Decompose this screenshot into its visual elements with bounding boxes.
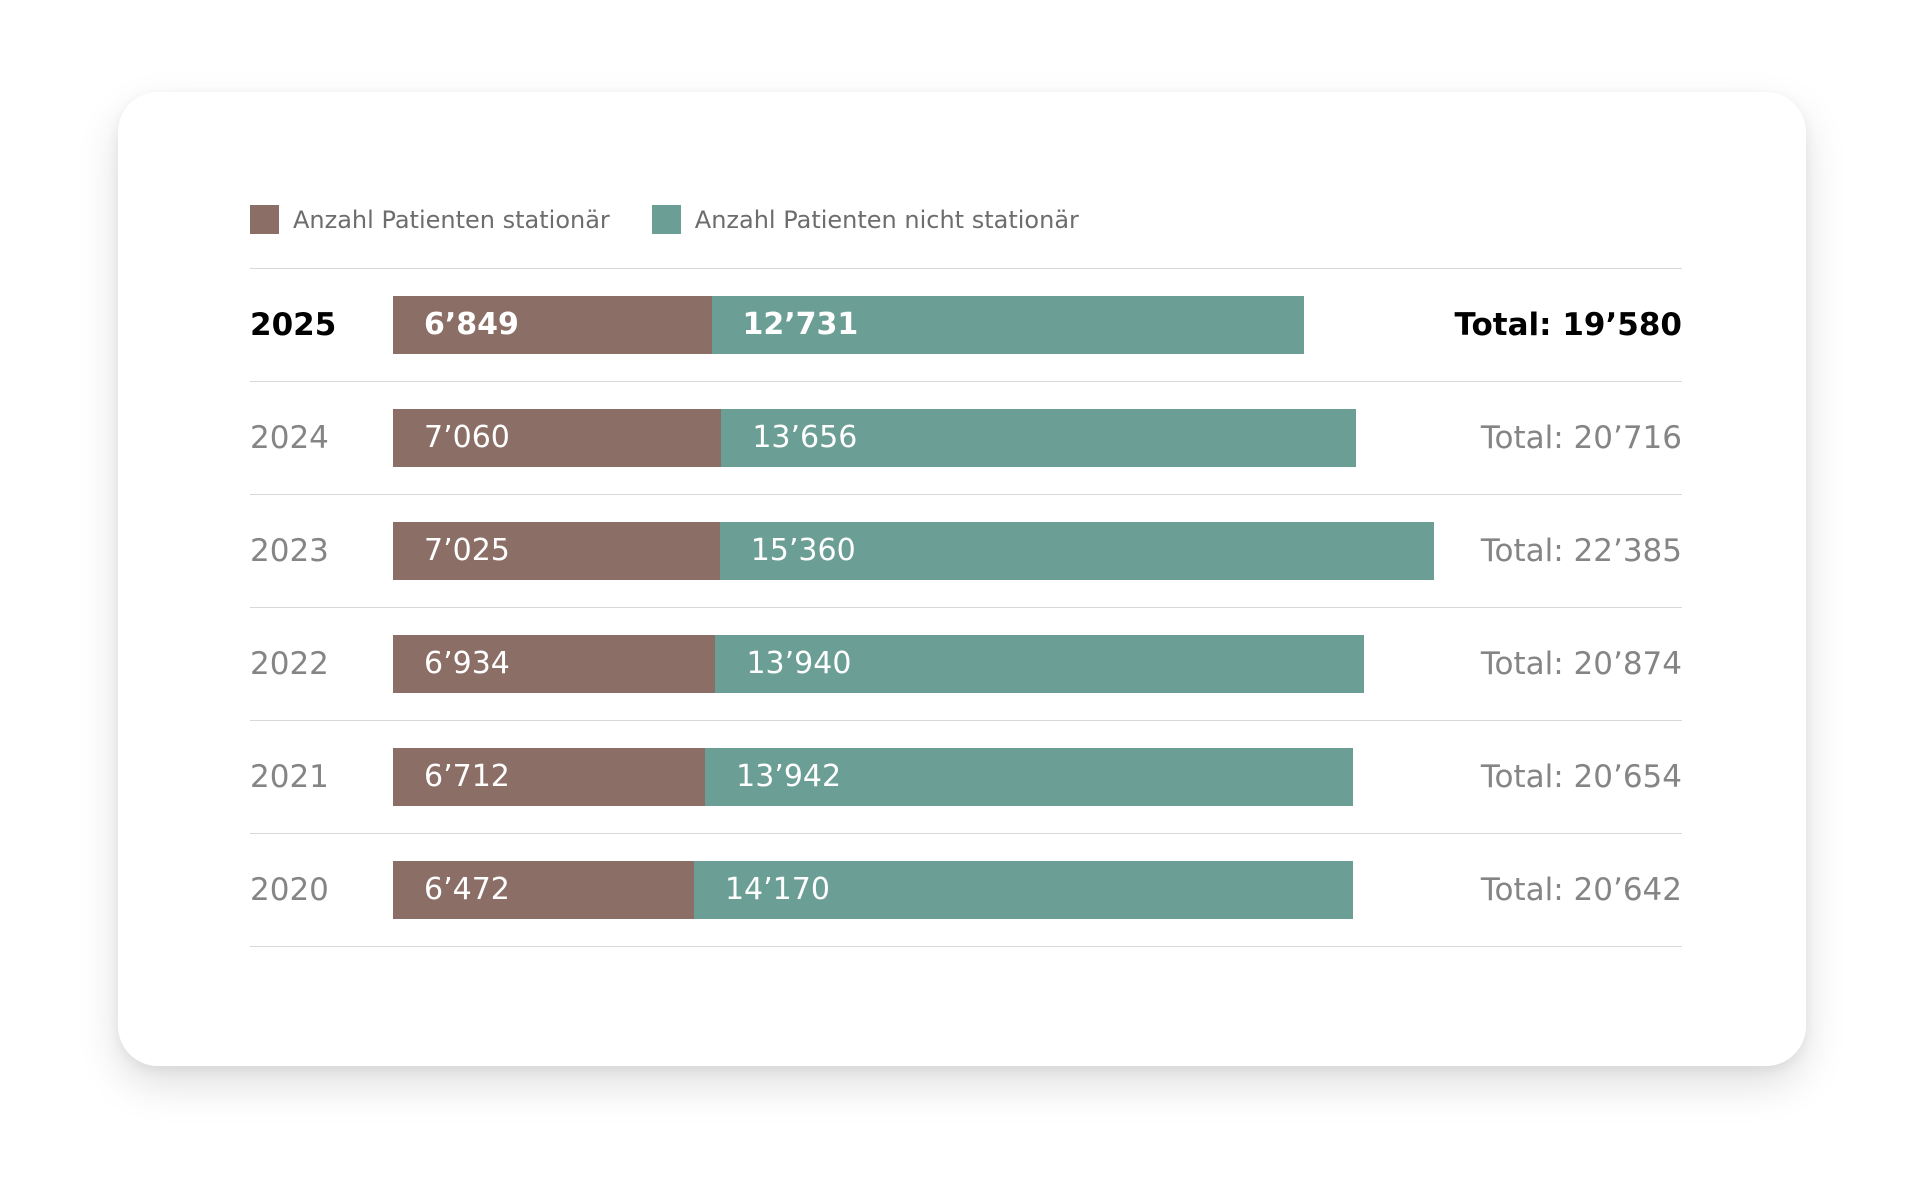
data-label-stationaer: 6’712 [424,759,510,794]
data-label-nicht-stationaer: 14’170 [724,872,830,907]
category-label: 2021 [250,759,329,795]
bar-segment-stationaer [393,861,694,919]
bar-row-2021: 2021 6’712 13’942 Total: 20’654 [250,720,1682,833]
bar-segment-nicht-stationaer [721,409,1357,467]
bar-segment-nicht-stationaer [719,522,1434,580]
legend-item-stationaer: Anzahl Patienten stationär [250,205,610,234]
legend-swatch-stationaer [250,205,279,234]
bar-segment-stationaer [393,748,706,806]
data-label-stationaer: 7’060 [424,420,510,455]
category-label: 2023 [250,533,329,569]
bar-segment-stationaer [393,522,720,580]
data-label-stationaer: 6’849 [424,307,519,342]
data-label-nicht-stationaer: 15’360 [750,533,856,568]
data-label-nicht-stationaer: 13’656 [752,420,858,455]
category-label: 2025 [250,307,337,343]
bar-row-2023: 2023 7’025 15’360 Total: 22’385 [250,494,1682,607]
data-label-nicht-stationaer: 13’942 [736,759,842,794]
legend-swatch-nicht-stationaer [651,205,681,234]
data-label-nicht-stationaer: 12’731 [742,307,859,342]
bar-segment-nicht-stationaer [715,635,1364,693]
data-label-stationaer: 6’934 [424,646,510,681]
data-label-nicht-stationaer: 13’940 [746,646,852,681]
legend-item-nicht-stationaer: Anzahl Patienten nicht stationär [651,205,1079,234]
bar-row-2022: 2022 6’934 13’940 Total: 20’874 [250,607,1682,720]
bar-segment-nicht-stationaer [705,748,1354,806]
total-label: Total: 22’385 [1480,533,1682,569]
bar-row-2020: 2020 6’472 14’170 Total: 20’642 [250,833,1682,947]
total-label: Total: 20’654 [1480,759,1682,795]
bar-segment-stationaer [393,409,722,467]
total-label: Total: 20’874 [1480,646,1682,682]
bar-segment-nicht-stationaer [711,296,1304,354]
chart-legend: Anzahl Patienten stationär Anzahl Patien… [250,205,1121,234]
total-label: Total: 20’642 [1480,872,1682,908]
category-label: 2020 [250,872,329,908]
legend-label-nicht-stationaer: Anzahl Patienten nicht stationär [694,205,1079,234]
category-label: 2022 [250,646,329,682]
bar-segment-stationaer [393,635,716,693]
bar-segment-stationaer [393,296,712,354]
bar-row-2025: 2025 6’849 12’731 Total: 19’580 [250,268,1682,381]
total-label: Total: 20’716 [1480,420,1682,456]
data-label-stationaer: 6’472 [424,872,510,907]
legend-label-stationaer: Anzahl Patienten stationär [293,205,610,234]
bar-chart: 2025 6’849 12’731 Total: 19’580 2024 7’060 13’… [250,268,1682,947]
bar-segment-nicht-stationaer [693,861,1353,919]
total-label: Total: 19’580 [1454,307,1682,343]
bar-row-2024: 2024 7’060 13’656 Total: 20’716 [250,381,1682,494]
data-label-stationaer: 7’025 [424,533,510,568]
category-label: 2024 [250,420,329,456]
